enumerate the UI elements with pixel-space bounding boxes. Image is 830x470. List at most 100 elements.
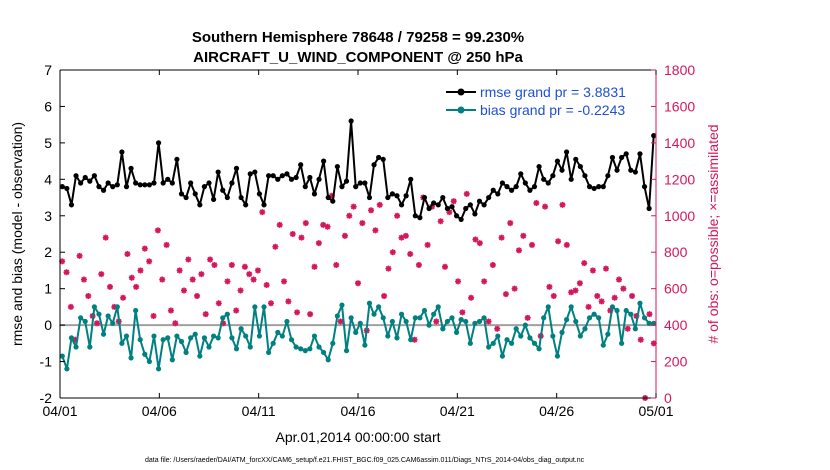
obs-count-point: [446, 209, 453, 216]
bias-point: [279, 333, 285, 339]
obs-count-point: [267, 300, 274, 307]
bias-point: [210, 333, 217, 339]
rmse-point: [279, 173, 285, 179]
bias-point: [463, 318, 469, 325]
obs-count-point: [272, 243, 279, 250]
bias-point: [59, 353, 65, 359]
rmse-point: [339, 184, 345, 190]
obs-count-point: [202, 311, 209, 318]
obs-count-point: [598, 298, 605, 305]
obs-count-point: [520, 232, 527, 239]
rmse-point: [133, 180, 139, 186]
obs-count-point: [511, 285, 518, 292]
obs-count-point: [320, 221, 327, 228]
rmse-point: [380, 156, 386, 162]
rmse-point: [362, 180, 368, 186]
y-tick-right-label: 400: [664, 317, 688, 333]
obs-count-point: [385, 265, 392, 272]
rmse-point: [357, 180, 363, 186]
obs-count-point: [150, 313, 157, 319]
y-tick-left-label: 0: [44, 317, 52, 333]
obs-count-point: [263, 282, 270, 289]
bias-point: [550, 333, 556, 339]
y-tick-left-label: 3: [44, 208, 52, 224]
obs-count-point: [372, 227, 379, 234]
y-tick-left-label: 4: [44, 171, 52, 187]
obs-count-point: [85, 292, 92, 299]
obs-count-point: [468, 294, 475, 301]
bias-point: [596, 315, 602, 321]
rmse-point: [596, 184, 602, 190]
rmse-point: [518, 171, 524, 177]
rmse-point: [504, 184, 510, 190]
rmse-line: [61, 120, 655, 221]
rmse-point: [110, 184, 116, 190]
bias-point: [165, 335, 171, 341]
rmse-point: [591, 185, 597, 192]
rmse-point: [298, 162, 304, 168]
obs-count-point: [133, 283, 140, 290]
y-tick-right-label: 1000: [664, 208, 695, 224]
bias-point: [160, 337, 166, 343]
obs-count-point: [337, 318, 344, 325]
x-tick-label: 04/21: [440, 403, 475, 419]
obs-count-point: [207, 256, 214, 263]
rmse-point: [284, 171, 290, 177]
bias-point: [417, 315, 423, 321]
rmse-point: [444, 205, 450, 212]
obs-count-point: [550, 292, 557, 299]
legend-box: [440, 76, 650, 120]
bias-point: [499, 353, 506, 359]
obs-count-point: [529, 241, 536, 248]
obs-count-point: [563, 241, 570, 248]
bias-point: [458, 317, 464, 323]
bias-point: [564, 317, 570, 323]
rmse-point: [330, 198, 336, 204]
bias-point: [201, 335, 208, 341]
bias-point: [614, 307, 620, 314]
rmse-point: [394, 193, 400, 199]
rmse-point: [233, 165, 240, 171]
obs-count-point: [629, 292, 636, 299]
bias-point: [605, 331, 611, 337]
obs-count-point: [415, 261, 422, 268]
obs-count-point: [128, 274, 135, 281]
rmse-point: [252, 169, 258, 175]
bias-point: [632, 326, 638, 332]
bias-point: [133, 307, 139, 314]
obs-count-point: [124, 251, 131, 258]
rmse-point: [651, 133, 657, 139]
y-tick-left-label: 7: [44, 62, 52, 78]
rmse-point: [389, 191, 395, 197]
y-tick-right-label: 600: [664, 281, 688, 297]
bias-point: [151, 333, 157, 339]
bias-point: [307, 346, 313, 352]
bias-point: [609, 304, 616, 310]
rmse-point: [421, 194, 428, 201]
rmse-point: [582, 173, 588, 179]
obs-count-point: [559, 201, 566, 208]
bias-point: [247, 344, 253, 350]
y-axis-left-label: rmse and bias (model - observation): [9, 122, 25, 346]
rmse-point: [417, 215, 423, 221]
bias-point: [449, 315, 455, 321]
bias-point: [628, 311, 634, 317]
obs-count-point: [163, 241, 170, 248]
rmse-point: [220, 187, 226, 193]
rmse-point: [137, 182, 143, 188]
rmse-point: [371, 162, 377, 168]
x-tick-label: 04/11: [242, 403, 276, 419]
rmse-point: [119, 149, 125, 155]
obs-count-point: [624, 325, 631, 332]
bias-point: [321, 349, 327, 356]
rmse-point: [229, 180, 235, 186]
bias-point: [261, 304, 267, 310]
legend-bias-text: bias grand pr = -0.2243: [480, 102, 625, 118]
bias-point: [284, 318, 290, 325]
rmse-point: [325, 194, 331, 201]
obs-count-point: [76, 252, 83, 259]
rmse-point: [490, 187, 496, 193]
obs-count-point: [350, 203, 357, 210]
bias-point: [440, 326, 446, 332]
obs-count-point: [572, 287, 579, 294]
